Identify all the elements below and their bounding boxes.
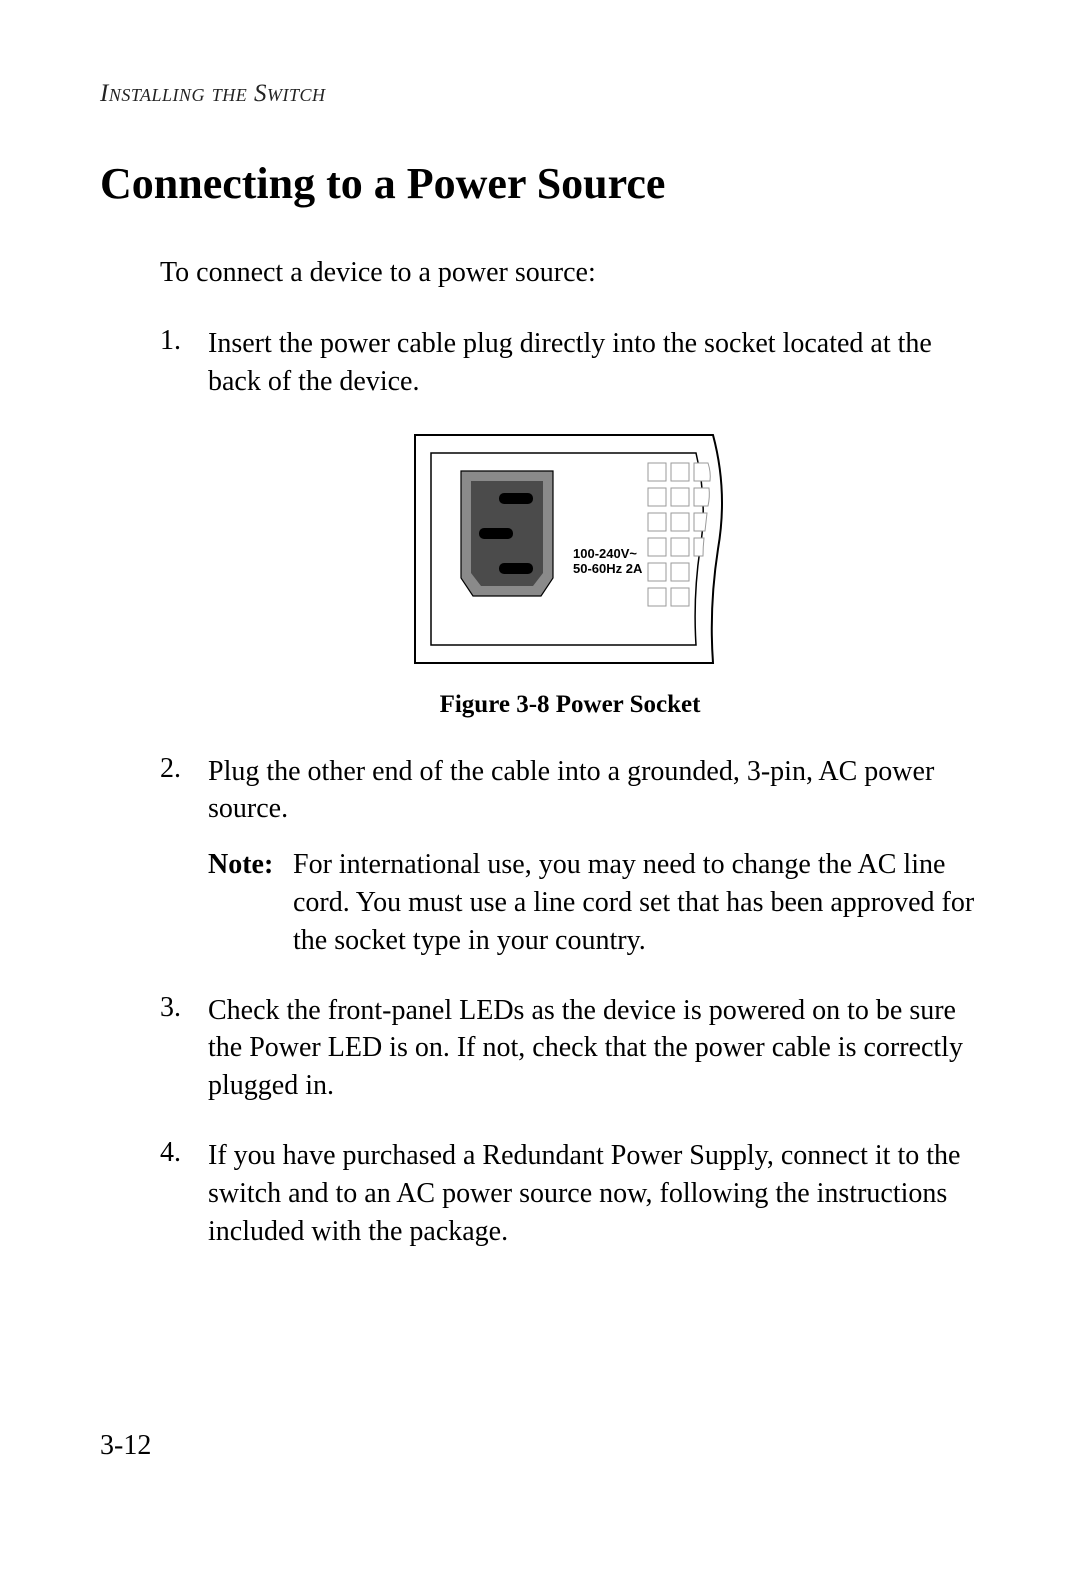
note-text: For international use, you may need to c… bbox=[293, 846, 980, 959]
socket-label-line1: 100-240V~ bbox=[573, 546, 637, 561]
note: Note: For international use, you may nee… bbox=[208, 846, 980, 959]
figure: 100-240V~ 50-60Hz 2A bbox=[160, 433, 980, 673]
list-number: 4. bbox=[160, 1137, 208, 1250]
list-item: 1. Insert the power cable plug directly … bbox=[160, 325, 980, 401]
intro-text: To connect a device to a power source: bbox=[160, 257, 980, 289]
page-title: Connecting to a Power Source bbox=[100, 158, 980, 209]
list-number: 2. bbox=[160, 753, 208, 960]
page-number: 3-12 bbox=[100, 1430, 151, 1462]
list-number: 1. bbox=[160, 325, 208, 401]
running-head: Installing the Switch bbox=[100, 80, 980, 108]
list-body: Plug the other end of the cable into a g… bbox=[208, 753, 980, 960]
list-item: 2. Plug the other end of the cable into … bbox=[160, 753, 980, 960]
ordered-list: 1. Insert the power cable plug directly … bbox=[160, 325, 980, 1250]
list-body: If you have purchased a Redundant Power … bbox=[208, 1137, 980, 1250]
power-socket-diagram: 100-240V~ 50-60Hz 2A bbox=[413, 433, 728, 665]
list-item: 3. Check the front-panel LEDs as the dev… bbox=[160, 992, 980, 1105]
page: Installing the Switch Connecting to a Po… bbox=[100, 80, 980, 1282]
note-label: Note: bbox=[208, 846, 293, 959]
socket-label-line2: 50-60Hz 2A bbox=[573, 561, 643, 576]
list-body: Check the front-panel LEDs as the device… bbox=[208, 992, 980, 1105]
list-body: Insert the power cable plug directly int… bbox=[208, 325, 980, 401]
list-number: 3. bbox=[160, 992, 208, 1105]
step-text: Plug the other end of the cable into a g… bbox=[208, 756, 934, 825]
figure-caption: Figure 3-8 Power Socket bbox=[160, 691, 980, 719]
list-item: 4. If you have purchased a Redundant Pow… bbox=[160, 1137, 980, 1250]
